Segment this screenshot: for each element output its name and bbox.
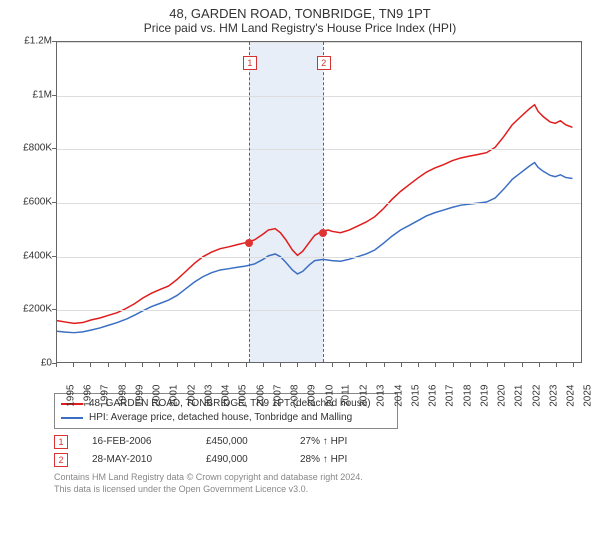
transaction-marker: 1 — [243, 56, 257, 70]
x-axis-label: 2005 — [238, 385, 249, 407]
x-axis-label: 2023 — [548, 385, 559, 407]
x-axis-label: 2021 — [514, 385, 525, 407]
x-axis-label: 2025 — [583, 385, 594, 407]
footer-line: Contains HM Land Registry data © Crown c… — [54, 471, 584, 483]
transactions-table: 1 16-FEB-2006 £450,000 27% ↑ HPI 2 28-MA… — [54, 433, 584, 469]
transaction-price: £490,000 — [206, 451, 276, 469]
y-axis-label: £1M — [33, 89, 52, 100]
x-axis-label: 2019 — [479, 385, 490, 407]
transaction-dot — [245, 239, 253, 247]
x-axis-label: 2014 — [393, 385, 404, 407]
x-axis-label: 2020 — [496, 385, 507, 407]
x-axis-label: 2010 — [324, 385, 335, 407]
y-axis-label: £1.2M — [24, 36, 52, 47]
marker-icon: 2 — [54, 453, 68, 467]
chart-subtitle: Price paid vs. HM Land Registry's House … — [10, 21, 590, 35]
x-axis-label: 2012 — [358, 385, 369, 407]
footer-text: Contains HM Land Registry data © Crown c… — [54, 471, 584, 495]
transaction-date: 28-MAY-2010 — [92, 451, 182, 469]
x-axis-label: 2007 — [272, 385, 283, 407]
y-axis-label: £800K — [23, 143, 52, 154]
x-axis-label: 2000 — [151, 385, 162, 407]
x-axis-label: 2015 — [410, 385, 421, 407]
x-axis-label: 2002 — [186, 385, 197, 407]
x-axis-label: 2016 — [427, 385, 438, 407]
x-axis-label: 2008 — [289, 385, 300, 407]
y-axis-label: £600K — [23, 197, 52, 208]
x-axis-label: 2013 — [376, 385, 387, 407]
transaction-marker: 2 — [317, 56, 331, 70]
legend-swatch-hpi — [61, 417, 83, 419]
footer-line: This data is licensed under the Open Gov… — [54, 483, 584, 495]
x-axis-label: 1997 — [100, 385, 111, 407]
y-axis-label: £400K — [23, 250, 52, 261]
marker-icon: 1 — [54, 435, 68, 449]
x-axis-label: 2022 — [531, 385, 542, 407]
x-axis-label: 2003 — [203, 385, 214, 407]
x-axis-label: 2011 — [340, 385, 351, 407]
transaction-dot — [319, 229, 327, 237]
x-axis-label: 2017 — [445, 385, 456, 407]
x-axis-label: 1998 — [117, 385, 128, 407]
transaction-price: £450,000 — [206, 433, 276, 451]
x-axis-label: 1995 — [65, 385, 76, 407]
y-axis-label: £0 — [41, 358, 52, 369]
x-axis-label: 2006 — [255, 385, 266, 407]
transaction-delta: 27% ↑ HPI — [300, 433, 380, 451]
transaction-row: 1 16-FEB-2006 £450,000 27% ↑ HPI — [54, 433, 584, 451]
x-axis-label: 2018 — [462, 385, 473, 407]
y-axis-label: £200K — [23, 304, 52, 315]
plot-region: 12 — [56, 41, 582, 363]
series-hpi — [57, 163, 572, 333]
series-property — [57, 105, 572, 324]
chart-area: 12 £0£200K£400K£600K£800K£1M£1.2M1995199… — [12, 37, 588, 387]
x-axis-label: 2024 — [565, 385, 576, 407]
x-axis-label: 2004 — [220, 385, 231, 407]
transaction-delta: 28% ↑ HPI — [300, 451, 380, 469]
x-axis-label: 1999 — [134, 385, 145, 407]
x-axis-label: 2001 — [169, 385, 180, 407]
x-axis-label: 2009 — [307, 385, 318, 407]
legend-item-hpi: HPI: Average price, detached house, Tonb… — [61, 411, 391, 425]
transaction-date: 16-FEB-2006 — [92, 433, 182, 451]
transaction-row: 2 28-MAY-2010 £490,000 28% ↑ HPI — [54, 451, 584, 469]
chart-title: 48, GARDEN ROAD, TONBRIDGE, TN9 1PT — [10, 6, 590, 21]
x-axis-label: 1996 — [82, 385, 93, 407]
line-series-svg — [57, 42, 581, 362]
legend-label-hpi: HPI: Average price, detached house, Tonb… — [89, 411, 352, 425]
